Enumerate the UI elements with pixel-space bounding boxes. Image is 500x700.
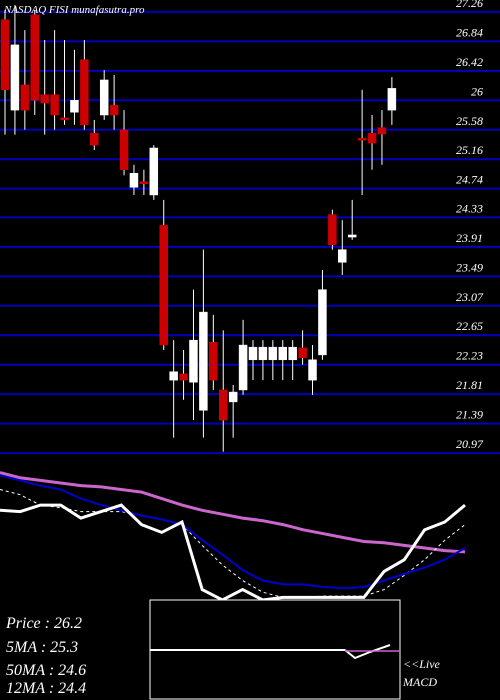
candle-body [347,234,357,238]
candle-body [10,44,20,111]
candle-body [179,373,188,381]
candle-body [119,129,129,170]
candle-body [298,347,307,358]
candle-body [338,249,347,263]
y-tick-label: 20.97 [456,437,484,451]
candle-body [328,214,337,246]
candle-body [199,311,208,411]
candle-body [0,19,10,91]
candle-body [30,14,40,101]
candle-body [40,94,49,104]
info-text: 12MA : 24.4 [6,680,86,697]
candle-body [99,79,109,116]
candle-body [169,371,178,381]
y-tick-label: 25.16 [456,143,483,157]
indicator-line [0,489,466,598]
candle-body [159,224,168,346]
indicator-line [0,503,466,602]
y-tick-label: 23.49 [456,260,483,274]
y-tick-label: 27.26 [456,0,483,10]
indicator-line [0,471,466,554]
chart-title: NASDAQ FISI munafasutra.pro [3,4,145,16]
candle-body [80,59,89,126]
y-tick-label: 23.07 [456,290,484,304]
candle-body [387,88,397,111]
y-tick-label: 21.81 [456,378,483,392]
y-tick-label: 24.33 [456,201,483,215]
candle-body [238,344,248,391]
candles [0,4,397,452]
candle-body [248,346,258,361]
candle-body [60,117,69,121]
info-text: 50MA : 24.6 [6,662,86,679]
y-tick-label: 26.84 [456,25,483,39]
candle-body [189,339,198,383]
candle-body [357,137,367,141]
indicator-panel [0,471,466,602]
info-text: Price : 26.2 [5,615,82,632]
candle-body [268,346,278,361]
y-tick-label: 21.39 [456,408,483,422]
candle-body [149,147,159,196]
candle-body [209,342,218,381]
candle-body [377,127,387,135]
candle-body [129,172,139,188]
info-text: 5MA : 25.3 [6,639,78,656]
y-tick-label: 22.65 [456,319,483,333]
candle-body [258,346,268,361]
candle-body [278,346,288,361]
macd-line [344,644,391,660]
macd-label: MACD [402,675,437,689]
y-tick-label: 23.91 [456,231,483,245]
candle-body [308,359,317,381]
y-tick-label: 24.74 [456,173,483,187]
candle-body [20,84,30,111]
candle-body [50,94,59,116]
grid: 27.26 26.84 26.42 26 25.58 25.16 24.74 24.33 23.… [0,0,500,455]
y-tick-label: 26 [471,84,483,98]
candle-body [228,391,238,403]
indicator-line [0,474,466,590]
candle-body [90,133,99,146]
y-tick-label: 22.23 [456,349,483,363]
candle-body [218,389,228,421]
candle-body [109,104,119,116]
macd-label: <<Live [403,657,441,671]
candle-body [318,289,327,356]
candle-body [139,181,149,185]
y-tick-label: 25.58 [456,114,483,128]
macd-panel [149,599,401,700]
candle-body [367,133,377,144]
candle-body [70,100,79,113]
candle-body [288,346,297,361]
y-tick-label: 26.42 [456,55,483,69]
